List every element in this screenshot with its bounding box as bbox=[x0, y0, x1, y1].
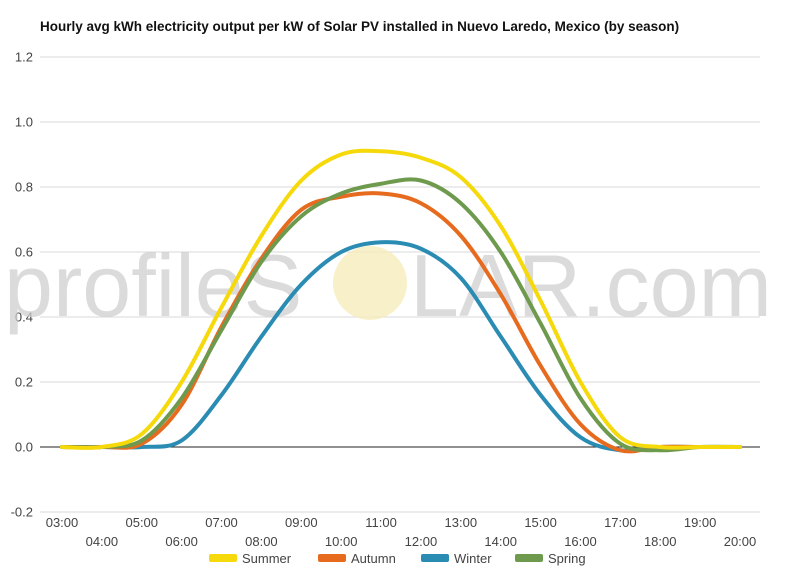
x-tick-label: 10:00 bbox=[325, 534, 358, 549]
x-tick-label: 14:00 bbox=[484, 534, 517, 549]
x-tick-label: 07:00 bbox=[205, 515, 238, 530]
legend-item-autumn[interactable]: Autumn bbox=[318, 551, 396, 566]
legend-swatch bbox=[421, 554, 449, 562]
x-tick-label: 20:00 bbox=[724, 534, 757, 549]
y-tick-label: 0.0 bbox=[15, 440, 33, 455]
y-tick-label: -0.2 bbox=[11, 505, 33, 520]
x-tick-label: 03:00 bbox=[46, 515, 79, 530]
x-tick-label: 18:00 bbox=[644, 534, 677, 549]
x-tick-label: 16:00 bbox=[564, 534, 597, 549]
series-line-autumn bbox=[60, 191, 742, 454]
y-tick-label: 0.6 bbox=[15, 245, 33, 260]
x-tick-label: 15:00 bbox=[524, 515, 557, 530]
series-line-spring bbox=[60, 177, 742, 453]
legend-swatch bbox=[318, 554, 346, 562]
legend-swatch bbox=[515, 554, 543, 562]
y-tick-label: 1.2 bbox=[15, 50, 33, 65]
x-tick-label: 04:00 bbox=[86, 534, 119, 549]
x-tick-label: 11:00 bbox=[365, 515, 397, 530]
y-tick-label: 0.2 bbox=[15, 375, 33, 390]
legend-label: Winter bbox=[454, 551, 492, 566]
watermark-text-right: LAR.com bbox=[410, 236, 772, 335]
y-tick-label: 0.4 bbox=[15, 310, 33, 325]
y-tick-label: 1.0 bbox=[15, 115, 33, 130]
x-tick-label: 19:00 bbox=[684, 515, 717, 530]
x-tick-label: 12:00 bbox=[405, 534, 438, 549]
legend-item-winter[interactable]: Winter bbox=[421, 551, 492, 566]
x-tick-label: 05:00 bbox=[125, 515, 158, 530]
x-tick-label: 06:00 bbox=[165, 534, 198, 549]
series-line-summer bbox=[60, 148, 742, 450]
legend-label: Autumn bbox=[351, 551, 396, 566]
x-tick-label: 13:00 bbox=[445, 515, 478, 530]
watermark-sun-icon bbox=[333, 246, 407, 320]
legend-label: Spring bbox=[548, 551, 586, 566]
y-tick-label: 0.8 bbox=[15, 180, 33, 195]
x-tick-label: 17:00 bbox=[604, 515, 637, 530]
chart-title: Hourly avg kWh electricity output per kW… bbox=[40, 19, 680, 34]
legend-label: Summer bbox=[242, 551, 292, 566]
x-tick-label: 09:00 bbox=[285, 515, 318, 530]
x-tick-label: 08:00 bbox=[245, 534, 278, 549]
legend-swatch bbox=[209, 554, 237, 562]
watermark-text-left: profileS bbox=[4, 236, 302, 335]
legend-item-spring[interactable]: Spring bbox=[515, 551, 586, 566]
legend-item-summer[interactable]: Summer bbox=[209, 551, 292, 566]
